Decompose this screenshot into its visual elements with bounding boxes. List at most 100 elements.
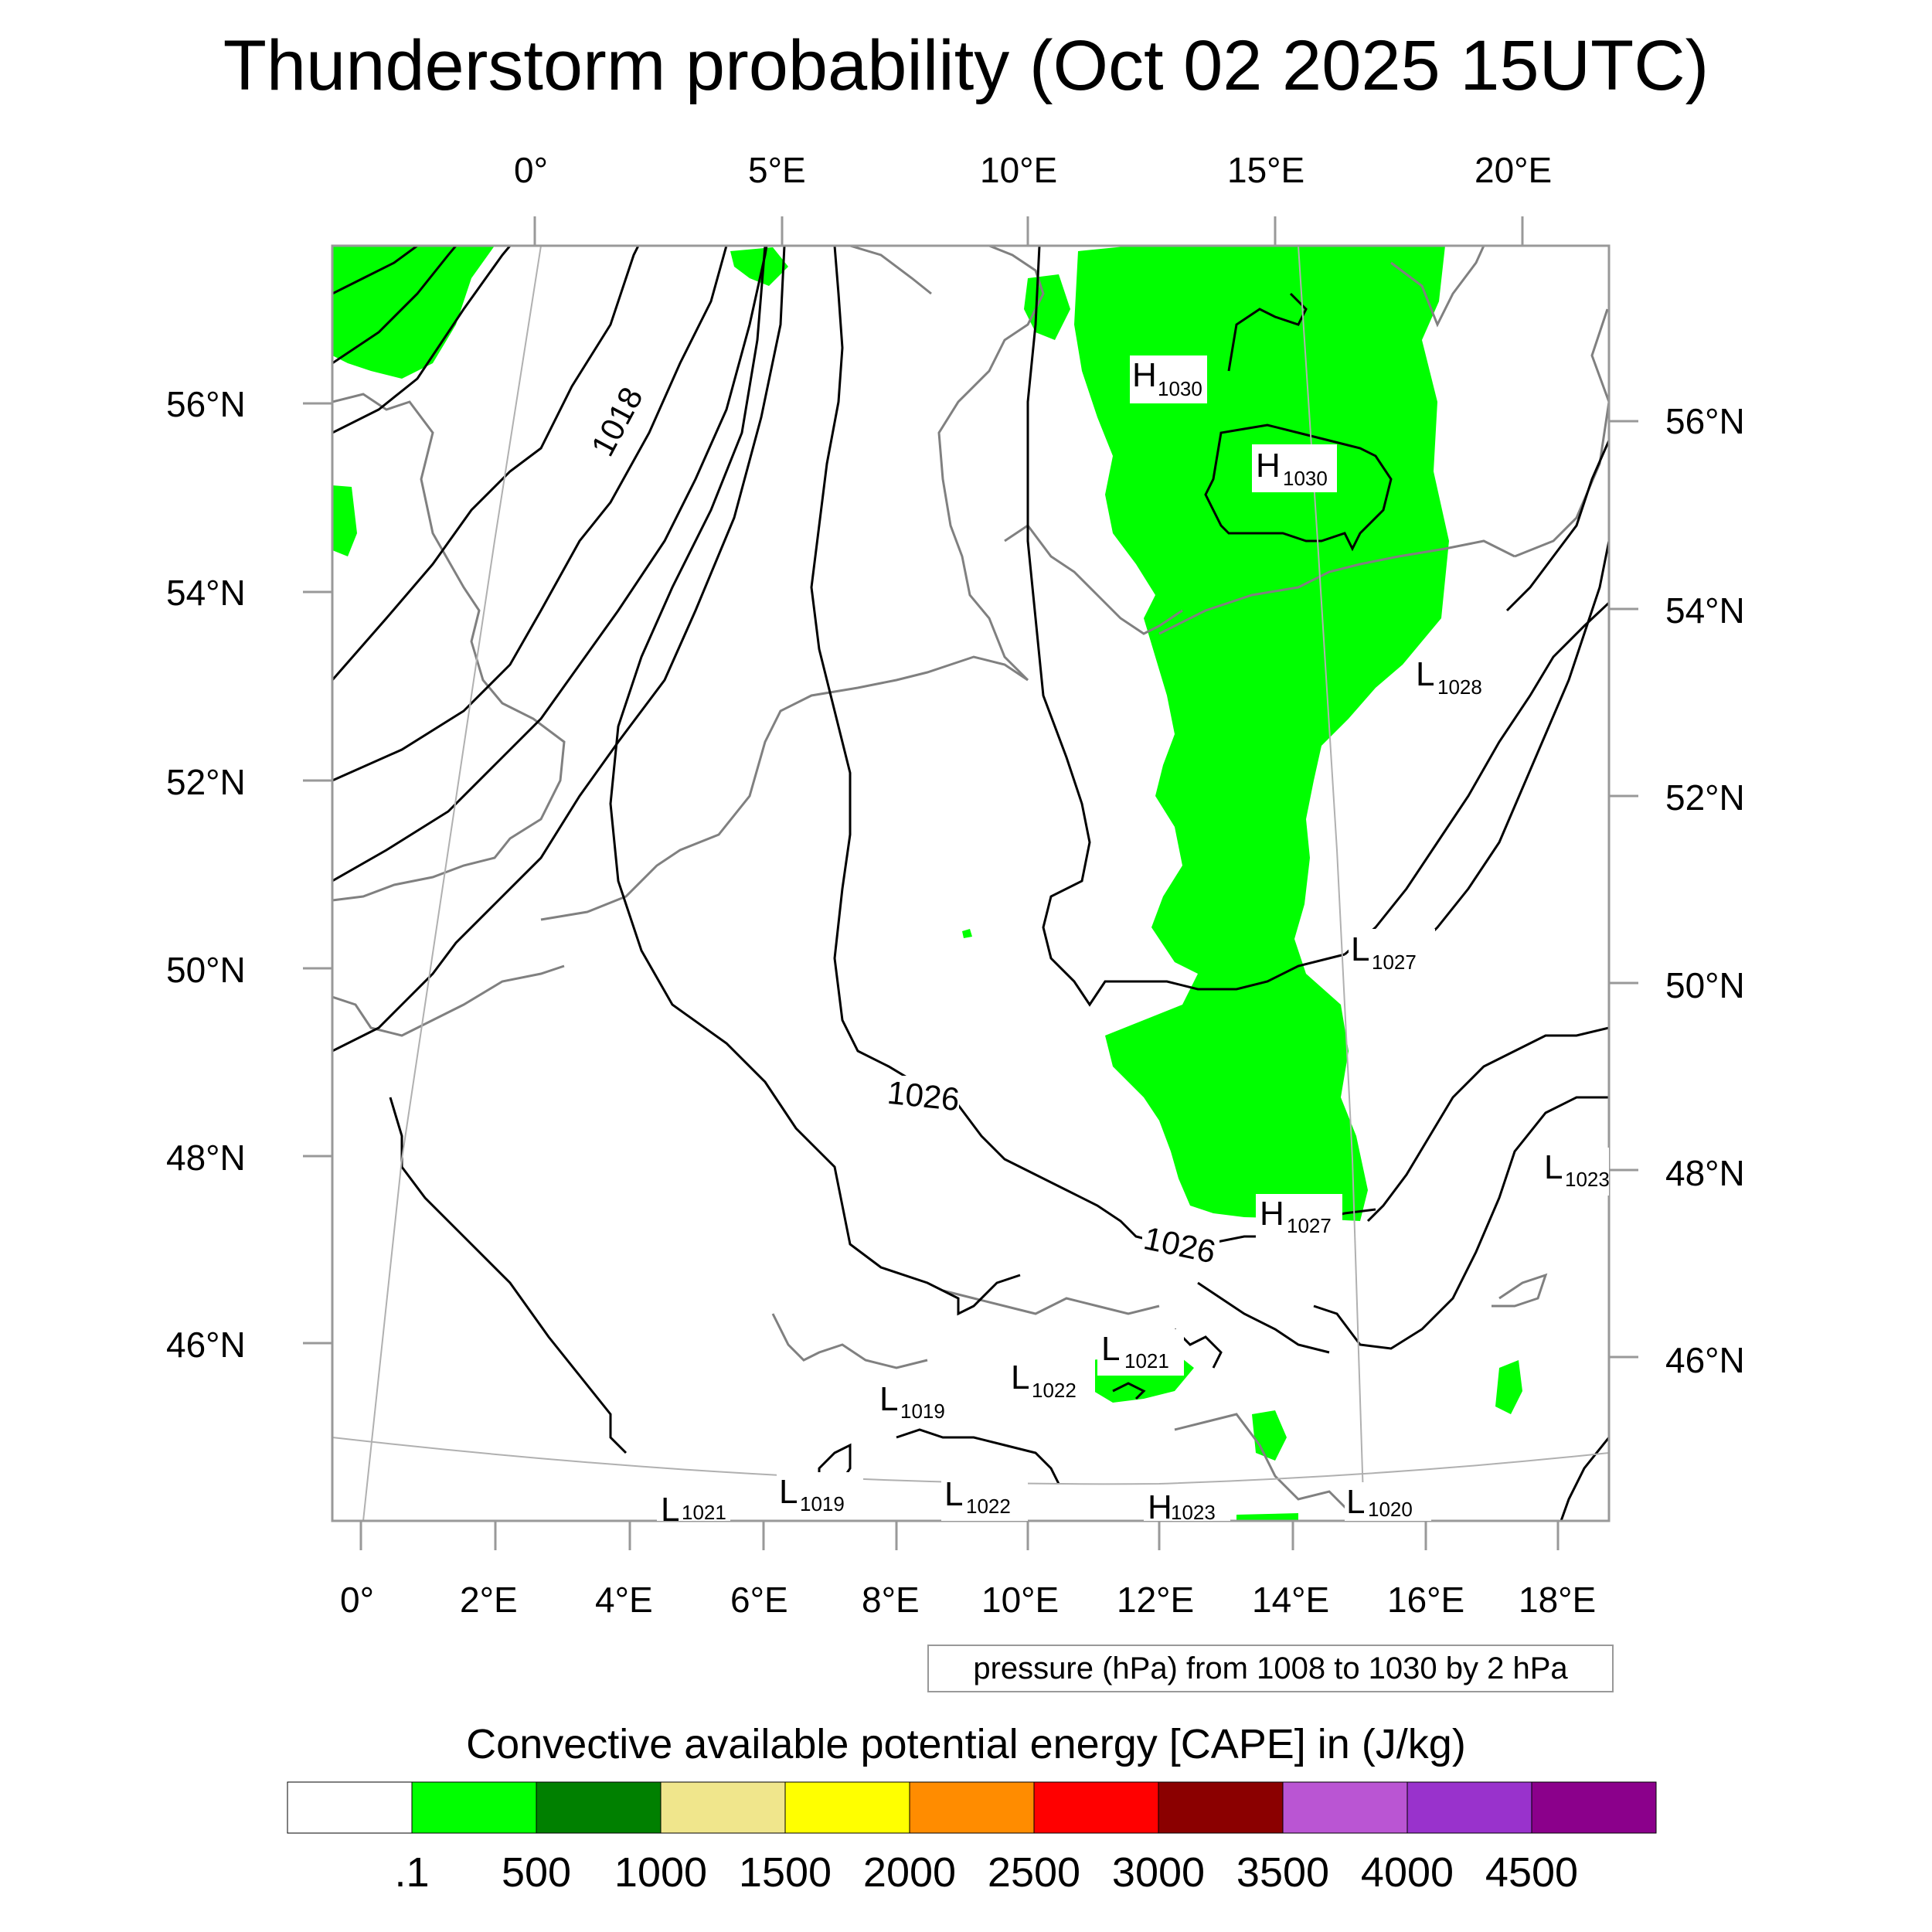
pressure-center-value: 1019 — [900, 1400, 945, 1423]
bottom-lon-label: 8°E — [862, 1580, 920, 1620]
pressure-center: L 1021 — [657, 1491, 730, 1529]
top-lon-label: 10°E — [980, 150, 1058, 190]
colorbar-label: 3500 — [1236, 1849, 1330, 1896]
pressure-center-value: 1022 — [966, 1495, 1011, 1518]
right-lat-label: 46°N — [1665, 1340, 1745, 1380]
colorbar-label: 4500 — [1485, 1849, 1579, 1896]
pressure-center-type: L — [1011, 1359, 1029, 1396]
pressure-center-type: L — [1346, 1483, 1365, 1521]
contour-info-box: pressure (hPa) from 1008 to 1030 by 2 hP… — [927, 1645, 1614, 1692]
pressure-center: L 1019 — [777, 1472, 863, 1519]
cape-area-balkan — [1495, 1360, 1522, 1414]
isobar-1026-west — [332, 246, 786, 1053]
pressure-center-type: L — [1351, 930, 1369, 968]
bottom-lon-label: 16°E — [1387, 1580, 1465, 1620]
left-lat-label: 54°N — [166, 573, 246, 613]
pressure-center: H 1030 — [1252, 444, 1337, 492]
pressure-center-value: 1023 — [1171, 1501, 1216, 1524]
cape-area-north-scatter — [730, 247, 788, 286]
pressure-center: L 1023 — [1542, 1148, 1610, 1196]
pressure-center: H 1027 — [1256, 1194, 1342, 1242]
colorbar-label: 2000 — [862, 1849, 957, 1896]
pressure-center: H 1023 — [1144, 1488, 1230, 1526]
pressure-center: L 1022 — [1009, 1359, 1095, 1405]
pressure-center-value: 1022 — [1032, 1379, 1077, 1402]
tick-marks — [303, 216, 1638, 1550]
pressure-center-value: 1020 — [1368, 1498, 1413, 1521]
colorbar-label: 3000 — [1111, 1849, 1206, 1896]
pressure-center-type: H — [1148, 1488, 1172, 1526]
left-lat-label: 48°N — [166, 1138, 246, 1178]
pressure-center: L 1027 — [1349, 929, 1435, 977]
pressure-center-value: 1021 — [1124, 1349, 1169, 1372]
colorbar-swatch — [287, 1781, 413, 1834]
pressure-center: L 1020 — [1345, 1482, 1431, 1521]
pressure-center-value: 1027 — [1287, 1214, 1332, 1237]
right-lat-label: 48°N — [1665, 1153, 1745, 1193]
colorbar-label: .1 — [394, 1849, 430, 1896]
colorbar-swatch — [536, 1781, 662, 1834]
map-title: Thunderstorm probability (Oct 02 2025 15… — [223, 26, 1709, 105]
colorbar-swatch — [1282, 1781, 1408, 1834]
pressure-center-type: H — [1260, 1195, 1284, 1233]
pressure-center-value: 1019 — [800, 1492, 845, 1515]
pressure-center: L 1019 — [877, 1379, 964, 1426]
left-lat-label: 52°N — [166, 762, 246, 802]
pressure-center: H 1030 — [1130, 355, 1207, 403]
pressure-center-type: L — [944, 1475, 963, 1513]
cape-area-south — [1236, 1513, 1298, 1521]
bottom-lon-label: 4°E — [595, 1580, 653, 1620]
cape-area-northwest — [332, 246, 495, 379]
colorbar-label: 2500 — [987, 1849, 1081, 1896]
pressure-center-type: L — [1101, 1330, 1120, 1368]
colorbar — [287, 1781, 1657, 1834]
left-lat-label: 46°N — [166, 1325, 246, 1365]
bottom-lon-label: 0° — [340, 1580, 374, 1620]
colorbar-swatch — [909, 1781, 1035, 1834]
colorbar-swatch — [1531, 1781, 1657, 1834]
pressure-center-value: 1030 — [1158, 377, 1202, 400]
bottom-lon-label: 12°E — [1117, 1580, 1195, 1620]
colorbar-swatch — [660, 1781, 786, 1834]
top-lon-label: 15°E — [1227, 150, 1305, 190]
colorbar-swatch — [1033, 1781, 1159, 1834]
pressure-center-type: H — [1256, 447, 1281, 485]
colorbar-label: 1000 — [614, 1849, 708, 1896]
pressure-center: L 1028 — [1414, 653, 1499, 701]
top-lon-label: 0° — [514, 150, 548, 190]
colorbar-title: Convective available potential energy [C… — [466, 1721, 1466, 1767]
pressure-center-value: 1027 — [1372, 951, 1417, 974]
colorbar-swatch — [1158, 1781, 1284, 1834]
pressure-center-value: 1021 — [682, 1501, 726, 1524]
colorbar-label: 4000 — [1360, 1849, 1454, 1896]
cape-area-central — [1074, 246, 1449, 1221]
domain-outline — [332, 246, 1609, 1521]
pressure-center-type: L — [779, 1473, 798, 1511]
pressure-center-type: L — [661, 1491, 679, 1529]
cape-area-denmark-west — [1024, 274, 1070, 340]
cape-area-small — [962, 929, 972, 938]
colorbar-label: 500 — [501, 1849, 572, 1896]
pressure-center-type: L — [1416, 655, 1434, 693]
pressure-center: L 1021 — [1097, 1329, 1184, 1376]
pressure-center-value: 1028 — [1437, 675, 1482, 699]
contour-labels: 1018 1026 1026 — [556, 381, 1219, 1270]
isobar-h1030-inner — [1227, 292, 1308, 372]
bottom-lon-label: 14°E — [1252, 1580, 1330, 1620]
pressure-centers: H 1030 H 1030 L 1028 L 1027 L 1023 H 102… — [657, 355, 1610, 1529]
cape-area-alps-east — [1252, 1410, 1287, 1461]
colorbar-swatch — [411, 1781, 537, 1834]
bottom-lon-label: 18°E — [1519, 1580, 1597, 1620]
pressure-center: L 1022 — [941, 1475, 1028, 1521]
cape-area-west-coast — [332, 485, 357, 556]
left-lat-label: 56°N — [166, 384, 246, 424]
pressure-center-type: L — [1544, 1148, 1563, 1186]
coastlines — [332, 246, 1609, 1516]
isobar-h1030-loop — [1204, 423, 1393, 552]
right-lat-label: 56°N — [1665, 401, 1745, 441]
bottom-lon-label: 2°E — [460, 1580, 518, 1620]
colorbar-swatch — [1406, 1781, 1532, 1834]
bottom-lon-label: 10°E — [981, 1580, 1060, 1620]
pressure-center-type: H — [1132, 356, 1157, 394]
